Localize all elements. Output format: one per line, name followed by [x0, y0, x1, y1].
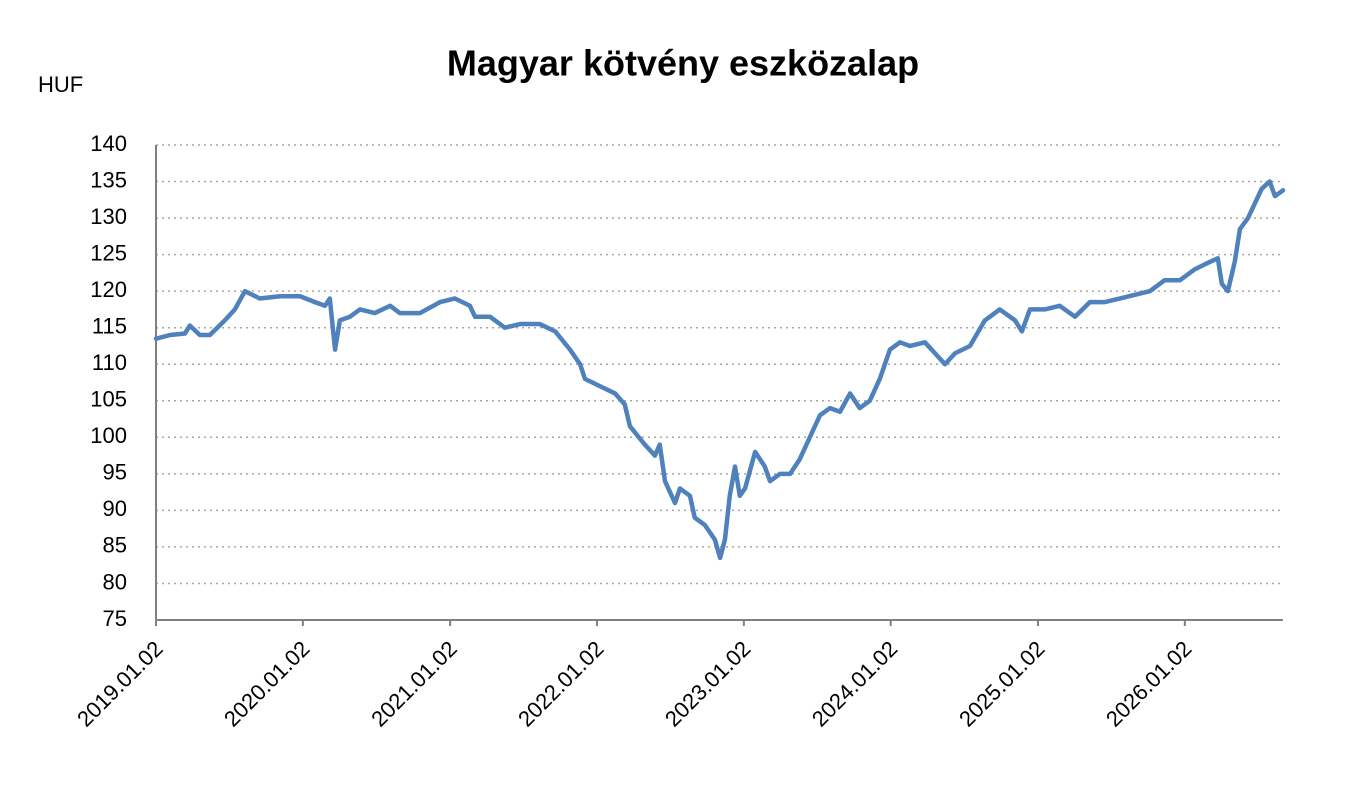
x-tick-label: 2019.01.02 [72, 636, 168, 732]
chart-title: Magyar kötvény eszközalap [447, 43, 919, 84]
y-tick-label: 130 [90, 204, 127, 229]
y-tick-label: 75 [103, 606, 127, 631]
y-tick-label: 105 [90, 387, 127, 412]
x-tick-label: 2026.01.02 [1101, 636, 1197, 732]
y-tick-label: 95 [103, 460, 127, 485]
x-tick-label: 2022.01.02 [513, 636, 609, 732]
y-tick-label: 100 [90, 423, 127, 448]
y-tick-label: 125 [90, 240, 127, 265]
y-tick-label: 140 [90, 131, 127, 156]
data-line [153, 179, 1286, 561]
x-tick-label: 2020.01.02 [219, 636, 315, 732]
y-tick-label: 120 [90, 277, 127, 302]
y-tick-label: 85 [103, 533, 127, 558]
y-axis-label: HUF [38, 72, 83, 97]
y-tick-label: 115 [92, 314, 127, 339]
x-tick-label: 2024.01.02 [807, 636, 903, 732]
y-tick-label: 110 [92, 350, 127, 375]
y-tick-label: 80 [103, 569, 127, 594]
x-tick-label: 2023.01.02 [660, 636, 756, 732]
y-tick-label: 135 [90, 167, 127, 192]
x-tick-label: 2025.01.02 [954, 636, 1050, 732]
x-tick-label: 2021.01.02 [366, 636, 462, 732]
y-tick-label: 90 [103, 496, 127, 521]
